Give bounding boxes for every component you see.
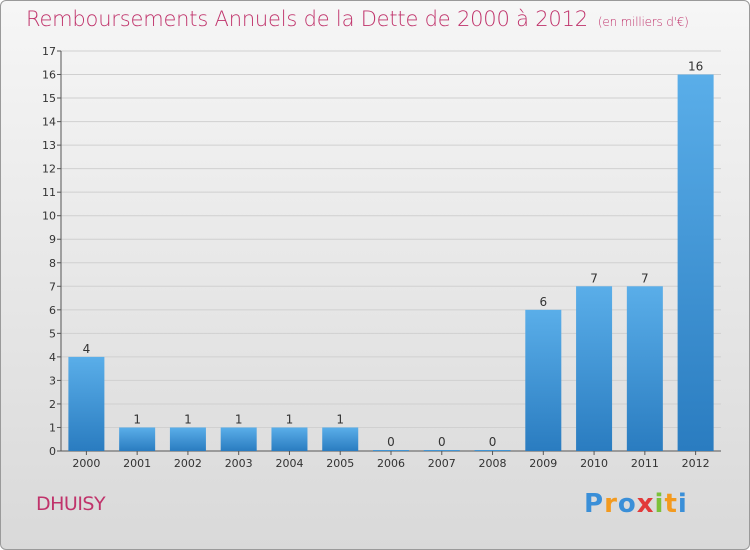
logo-letter: t	[664, 489, 678, 519]
bar	[220, 427, 257, 451]
bar	[677, 74, 714, 451]
y-tick-label: 3	[49, 374, 56, 387]
logo-letter: r	[604, 489, 618, 519]
bar-value-label: 1	[184, 412, 192, 426]
x-tick-label: 2012	[682, 457, 710, 470]
y-tick-label: 16	[42, 69, 56, 82]
x-tick-label: 2004	[275, 457, 303, 470]
x-tick-label: 2006	[377, 457, 405, 470]
logo-letter: i	[654, 489, 665, 519]
y-tick-label: 0	[49, 445, 56, 458]
y-tick-label: 9	[49, 233, 56, 246]
proxiti-logo: Proxiti	[584, 489, 688, 519]
y-tick-label: 6	[49, 304, 56, 317]
logo-letter: x	[636, 489, 655, 519]
bar	[626, 286, 663, 451]
y-tick-label: 15	[42, 92, 56, 105]
x-tick-label: 2011	[631, 457, 659, 470]
bar-value-label: 1	[235, 412, 243, 426]
bar-value-label: 0	[489, 435, 497, 449]
x-tick-label: 2008	[479, 457, 507, 470]
logo-letter: o	[617, 489, 637, 519]
bar-value-label: 7	[590, 271, 598, 285]
y-tick-label: 10	[42, 210, 56, 223]
x-tick-label: 2009	[529, 457, 557, 470]
bar-value-label: 16	[688, 60, 703, 74]
y-tick-label: 1	[49, 421, 56, 434]
bar	[576, 286, 613, 451]
x-tick-label: 2001	[123, 457, 151, 470]
bar	[119, 427, 156, 451]
bar	[423, 450, 460, 451]
y-tick-label: 17	[42, 45, 56, 58]
bar-value-label: 6	[539, 295, 547, 309]
x-tick-label: 2007	[428, 457, 456, 470]
bar-value-label: 0	[387, 435, 395, 449]
bar-value-label: 1	[286, 412, 294, 426]
bar	[271, 427, 308, 451]
y-tick-label: 4	[49, 351, 56, 364]
y-tick-label: 13	[42, 139, 56, 152]
unit-label: (en milliers d'€)	[597, 15, 689, 29]
bar-value-label: 1	[133, 412, 141, 426]
bar	[474, 450, 511, 451]
bar-value-label: 0	[438, 435, 446, 449]
y-tick-label: 5	[49, 327, 56, 340]
y-tick-label: 14	[42, 116, 56, 129]
y-tick-label: 8	[49, 257, 56, 270]
y-tick-label: 2	[49, 398, 56, 411]
bar	[169, 427, 206, 451]
x-tick-label: 2003	[225, 457, 253, 470]
bar	[68, 356, 105, 451]
y-tick-label: 7	[49, 280, 56, 293]
y-tick-label: 12	[42, 163, 56, 176]
bar	[525, 309, 562, 451]
logo-letter: P	[584, 489, 605, 519]
bar	[322, 427, 359, 451]
logo-letter: i	[677, 489, 688, 519]
chart-title: Remboursements Annuels de la Dette de 20…	[26, 7, 689, 31]
title-text: Remboursements Annuels de la Dette de 20…	[26, 7, 588, 31]
bar-value-label: 4	[83, 342, 91, 356]
y-tick-label: 11	[42, 186, 56, 199]
bar-value-label: 7	[641, 271, 649, 285]
x-tick-label: 2000	[72, 457, 100, 470]
bar-value-label: 1	[336, 412, 344, 426]
commune-name: DHUISY	[36, 493, 106, 515]
x-tick-label: 2002	[174, 457, 202, 470]
x-tick-label: 2010	[580, 457, 608, 470]
x-tick-label: 2005	[326, 457, 354, 470]
bar	[373, 450, 409, 451]
